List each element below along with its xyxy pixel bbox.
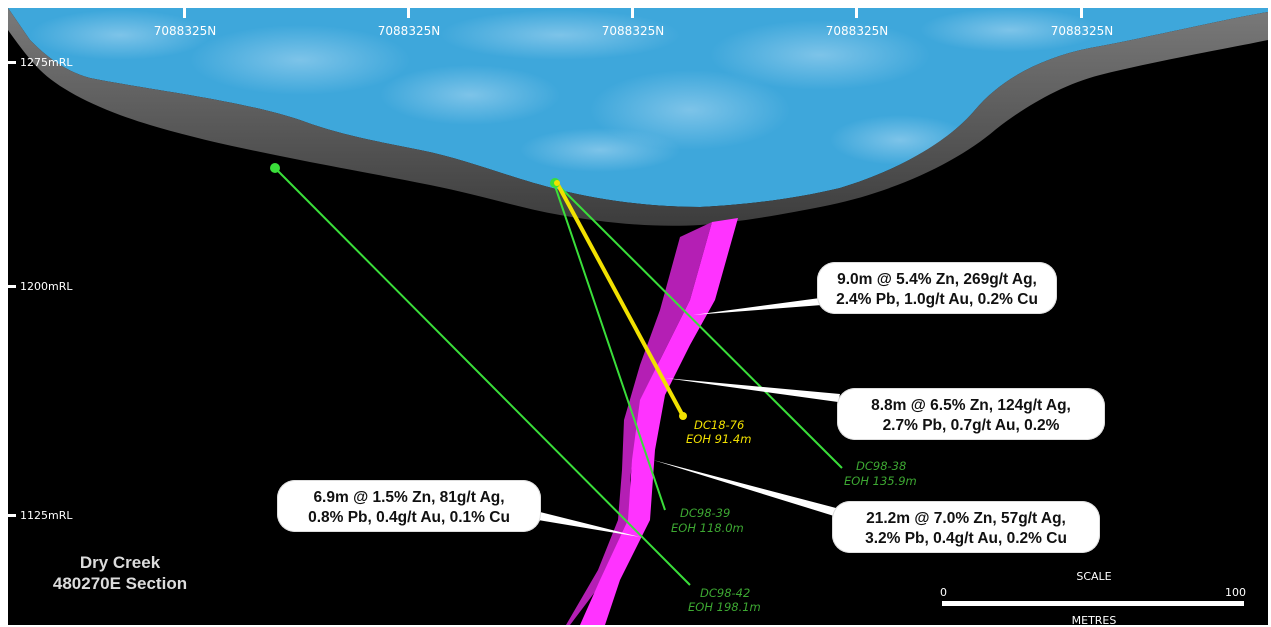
drillhole-id: DC98-42 bbox=[700, 586, 750, 600]
intercept-callout: 6.9m @ 1.5% Zn, 81g/t Ag, 0.8% Pb, 0.4g/… bbox=[277, 480, 541, 532]
elevation-label: 1125mRL bbox=[20, 509, 73, 522]
scale-units: METRES bbox=[1071, 614, 1117, 627]
drillhole-end-dc18-76 bbox=[679, 412, 687, 420]
drillhole-collar bbox=[554, 180, 560, 186]
elevation-label: 1200mRL bbox=[20, 280, 73, 293]
callout-pointers bbox=[538, 298, 840, 537]
elevation-axis: 1275mRL 1200mRL 1125mRL bbox=[8, 56, 73, 522]
northing-label: 7088325N bbox=[1051, 24, 1113, 38]
intercept-line: 8.8m @ 6.5% Zn, 124g/t Ag, bbox=[871, 397, 1071, 414]
intercept-callout: 9.0m @ 5.4% Zn, 269g/t Ag, 2.4% Pb, 1.0g… bbox=[817, 262, 1057, 314]
northing-ticks bbox=[183, 8, 1083, 18]
callout-pointer bbox=[665, 378, 840, 402]
intercept-line: 6.9m @ 1.5% Zn, 81g/t Ag, bbox=[313, 489, 505, 506]
ground-surface bbox=[8, 8, 1268, 226]
lode-face bbox=[580, 218, 738, 625]
drillhole-eoh: EOH 198.1m bbox=[688, 600, 761, 614]
drillhole-eoh: EOH 118.0m bbox=[671, 521, 744, 535]
section-title: Dry Creek 480270E Section bbox=[20, 552, 220, 594]
northing-label: 7088325N bbox=[826, 24, 888, 38]
northing-label: 7088325N bbox=[154, 24, 216, 38]
northing-labels: 7088325N 7088325N 7088325N 7088325N 7088… bbox=[154, 24, 1113, 38]
drillhole-eoh: EOH 91.4m bbox=[686, 432, 751, 446]
drillhole-id: DC98-38 bbox=[856, 459, 906, 473]
lode-side-face bbox=[566, 222, 712, 625]
intercept-callout: 21.2m @ 7.0% Zn, 57g/t Ag, 3.2% Pb, 0.4g… bbox=[832, 501, 1100, 553]
intercept-line: 2.7% Pb, 0.7g/t Au, 0.2% bbox=[882, 417, 1060, 434]
scale-title: SCALE bbox=[1076, 570, 1112, 583]
callout-pointer bbox=[538, 512, 640, 537]
callout-pointer bbox=[653, 460, 836, 516]
intercept-callout: 8.8m @ 6.5% Zn, 124g/t Ag, 2.7% Pb, 0.7g… bbox=[837, 388, 1105, 440]
drillhole-collar bbox=[270, 163, 280, 173]
intercept-line: 9.0m @ 5.4% Zn, 269g/t Ag, bbox=[837, 271, 1037, 288]
elevation-label: 1275mRL bbox=[20, 56, 73, 69]
intercept-line: 2.4% Pb, 1.0g/t Au, 0.2% Cu bbox=[836, 291, 1038, 308]
drillhole-eoh: EOH 135.9m bbox=[844, 474, 917, 488]
section-title-line1: Dry Creek bbox=[79, 553, 161, 572]
scale-bar bbox=[942, 601, 1244, 606]
northing-label: 7088325N bbox=[602, 24, 664, 38]
intercept-line: 0.8% Pb, 0.4g/t Au, 0.1% Cu bbox=[308, 509, 510, 526]
drillhole-traces bbox=[274, 167, 843, 586]
sky-clouds bbox=[30, 8, 1100, 172]
drillhole-labels: DC18-76 EOH 91.4m DC98-38 EOH 135.9m DC9… bbox=[671, 418, 917, 614]
callout-pointer bbox=[693, 298, 822, 315]
drillhole-trace-dc98-39 bbox=[553, 182, 666, 511]
northing-label: 7088325N bbox=[378, 24, 440, 38]
intercept-line: 3.2% Pb, 0.4g/t Au, 0.2% Cu bbox=[865, 530, 1067, 547]
section-title-line2: 480270E Section bbox=[52, 574, 188, 593]
drillhole-id: DC18-76 bbox=[694, 418, 744, 432]
drillhole-trace-dc98-38 bbox=[555, 182, 843, 469]
scale-max-label: 100 bbox=[1225, 586, 1246, 599]
scale-bar-block: SCALE 0 100 METRES bbox=[938, 570, 1250, 627]
scale-min-label: 0 bbox=[940, 586, 947, 599]
drillhole-id: DC98-39 bbox=[680, 506, 730, 520]
drillhole-trace-dc18-76 bbox=[555, 182, 685, 417]
drillhole-trace-dc98-42 bbox=[274, 167, 691, 586]
intercept-line: 21.2m @ 7.0% Zn, 57g/t Ag, bbox=[866, 510, 1066, 527]
